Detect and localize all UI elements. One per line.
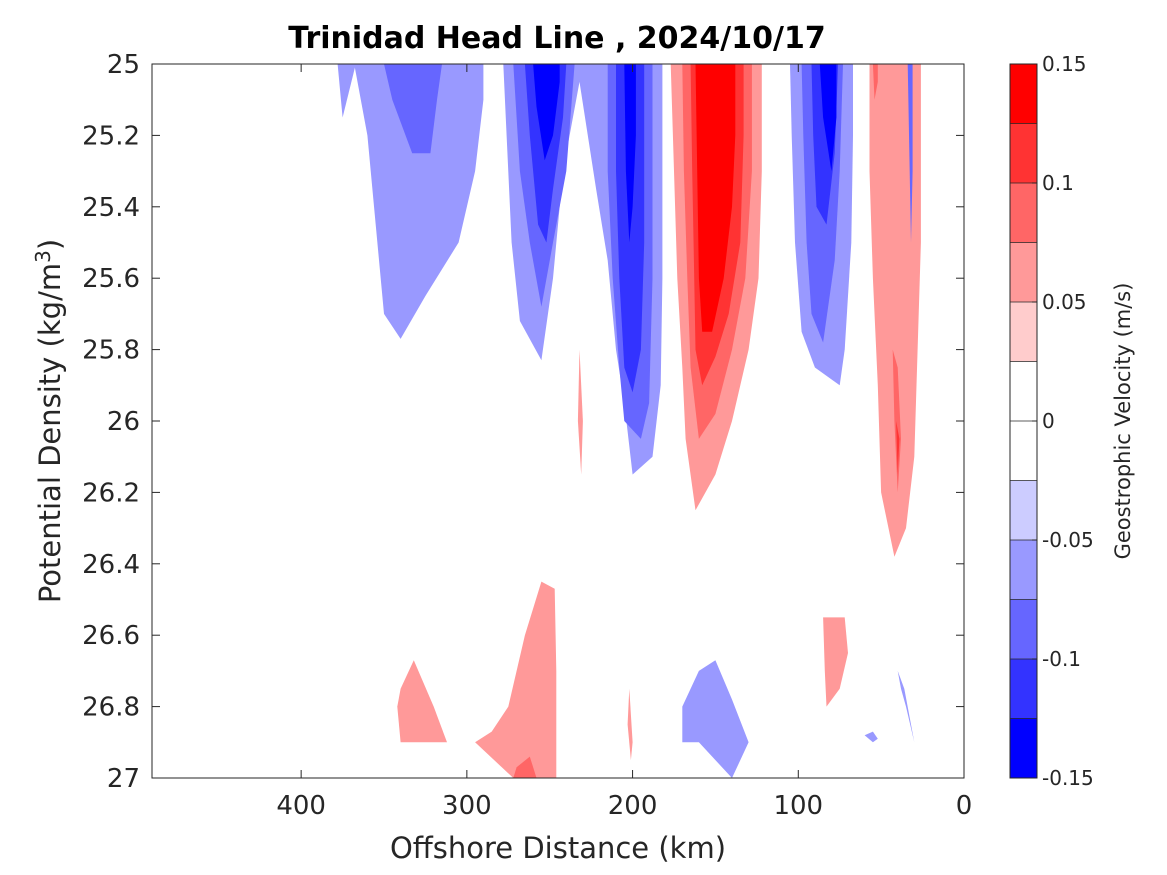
contour-region-22 — [892, 349, 901, 493]
colorbar: 0.15 0.1 0.05 0 -0.05 -0.1 -0.15 — [1009, 52, 1094, 790]
contour-region-26 — [397, 660, 447, 743]
colorbar-swatch — [1010, 599, 1037, 659]
y-axis-label-superscript: 3 — [31, 250, 55, 263]
contour-region-27 — [475, 581, 557, 778]
colorbar-swatch — [1010, 123, 1037, 183]
colorbar-tick-label: 0.15 — [1042, 52, 1087, 76]
colorbar-tick-label: 0.05 — [1042, 290, 1087, 314]
colorbar-swatch — [1010, 659, 1037, 719]
colorbar-swatch — [1010, 183, 1037, 243]
colorbar-tick-label: -0.1 — [1042, 647, 1081, 671]
y-tick-label: 26.8 — [82, 693, 140, 723]
y-tick-label: 25.6 — [82, 264, 140, 294]
colorbar-swatch — [1010, 421, 1037, 481]
colorbar-swatch — [1010, 540, 1037, 600]
y-axis-label: Potential Density (kg/m3) — [31, 239, 67, 603]
colorbar-swatch — [1010, 302, 1037, 362]
contour-region-15 — [702, 64, 729, 272]
contour-region-20 — [869, 64, 921, 557]
contour-region-1 — [354, 64, 484, 339]
y-tick-label: 25.4 — [82, 193, 140, 223]
y-tick-label: 27 — [107, 764, 140, 794]
y-tick-label: 26.6 — [82, 621, 140, 651]
contour-region-31 — [823, 617, 848, 707]
colorbar-tick-label: -0.15 — [1042, 766, 1094, 790]
contour-fills — [337, 64, 921, 778]
contour-region-10 — [624, 64, 636, 243]
contour-region-7 — [543, 64, 557, 82]
contour-region-28 — [513, 756, 537, 778]
colorbar-label: Geostrophic Velocity (m/s) — [1111, 283, 1135, 560]
colorbar-swatch — [1010, 718, 1037, 778]
contour-region-0 — [337, 64, 356, 118]
y-tick-label: 26.2 — [82, 478, 140, 508]
contour-region-2 — [384, 64, 442, 154]
x-tick-label: 100 — [773, 791, 823, 821]
contour-region-33 — [864, 731, 878, 743]
colorbar-tick-label: 0.1 — [1042, 171, 1074, 195]
contour-region-30 — [682, 660, 749, 778]
x-tick-label: 300 — [442, 791, 492, 821]
colorbar-swatch — [1010, 480, 1037, 540]
y-tick-label: 25.2 — [82, 121, 140, 151]
x-tick-label: 0 — [956, 791, 973, 821]
plot-area: 400 300 200 100 0 25 25.2 25.4 25.6 25.8 26 26.2 26… — [82, 50, 972, 821]
contour-region-19 — [819, 64, 837, 172]
x-axis-label: Offshore Distance (km) — [390, 831, 726, 865]
colorbar-swatch — [1010, 361, 1037, 421]
contour-region-25 — [577, 349, 583, 475]
x-tick-label: 400 — [276, 791, 326, 821]
y-tick-label: 26 — [107, 407, 140, 437]
chart-title: Trinidad Head Line , 2024/10/17 — [288, 21, 825, 56]
colorbar-swatch — [1010, 242, 1037, 302]
y-tick-label: 25.8 — [82, 336, 140, 366]
colorbar-tick-label: 0 — [1042, 409, 1055, 433]
contour-region-6 — [533, 64, 560, 161]
y-axis-ticks: 25 25.2 25.4 25.6 25.8 26 26.2 26.4 26.6 26.8 27 — [82, 50, 964, 794]
x-axis-ticks: 400 300 200 100 0 — [276, 64, 972, 821]
y-tick-label: 26.4 — [82, 550, 140, 580]
contour-region-29 — [627, 688, 633, 761]
y-axis-label-close: ) — [33, 239, 67, 250]
y-axis-label-main: Potential Density (kg/m — [33, 263, 67, 603]
colorbar-tick-label: -0.05 — [1042, 528, 1094, 552]
contour-region-21 — [872, 64, 878, 100]
contour-region-24 — [907, 64, 913, 243]
contour-region-23 — [896, 421, 900, 475]
contour-region-32 — [897, 670, 915, 743]
x-tick-label: 200 — [608, 791, 658, 821]
colorbar-swatch — [1010, 64, 1037, 124]
colorbar-ticks: 0.15 0.1 0.05 0 -0.05 -0.1 -0.15 — [1032, 52, 1094, 790]
y-tick-label: 25 — [107, 50, 140, 80]
